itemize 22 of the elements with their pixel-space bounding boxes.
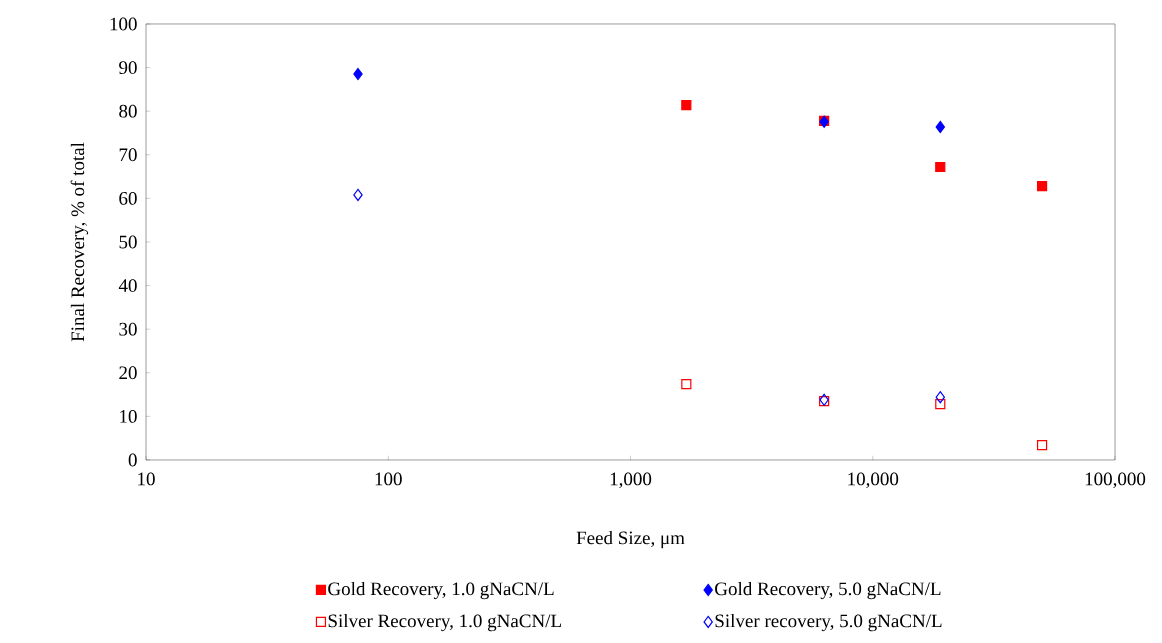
x-tick-label: 1,000 bbox=[610, 472, 652, 489]
x-tick-label: 10,000 bbox=[848, 472, 899, 489]
y-tick-label: 40 bbox=[118, 279, 137, 292]
y-tick-label: 100 bbox=[110, 17, 137, 31]
x-axis-title: Feed Size, μm bbox=[576, 530, 685, 549]
y-tick-label: 80 bbox=[119, 104, 137, 118]
legend-label: Silver Recovery, 1.0 gNaCN/L bbox=[328, 613, 561, 632]
legend-label: Gold Recovery, 1.0 gNaCN/L bbox=[328, 581, 554, 600]
x-tick-label: 10 bbox=[138, 472, 155, 486]
y-tick-label: 10 bbox=[120, 409, 137, 423]
y-tick-label: 50 bbox=[119, 235, 137, 249]
legend-label: Silver recovery, 5.0 gNaCN/L bbox=[715, 613, 942, 632]
y-tick-label: 60 bbox=[119, 191, 137, 205]
x-tick-label: 100 bbox=[375, 472, 402, 486]
y-tick-label: 0 bbox=[128, 453, 137, 467]
y-axis-title: Final Recovery, % of total bbox=[70, 142, 89, 342]
y-tick-label: 90 bbox=[119, 61, 137, 74]
x-tick-label: 100,000 bbox=[1085, 472, 1146, 489]
legend-label: Gold Recovery, 5.0 gNaCN/L bbox=[715, 581, 941, 600]
y-tick-label: 30 bbox=[119, 322, 137, 336]
y-tick-label: 20 bbox=[119, 366, 137, 380]
y-tick-label: 70 bbox=[119, 148, 137, 162]
